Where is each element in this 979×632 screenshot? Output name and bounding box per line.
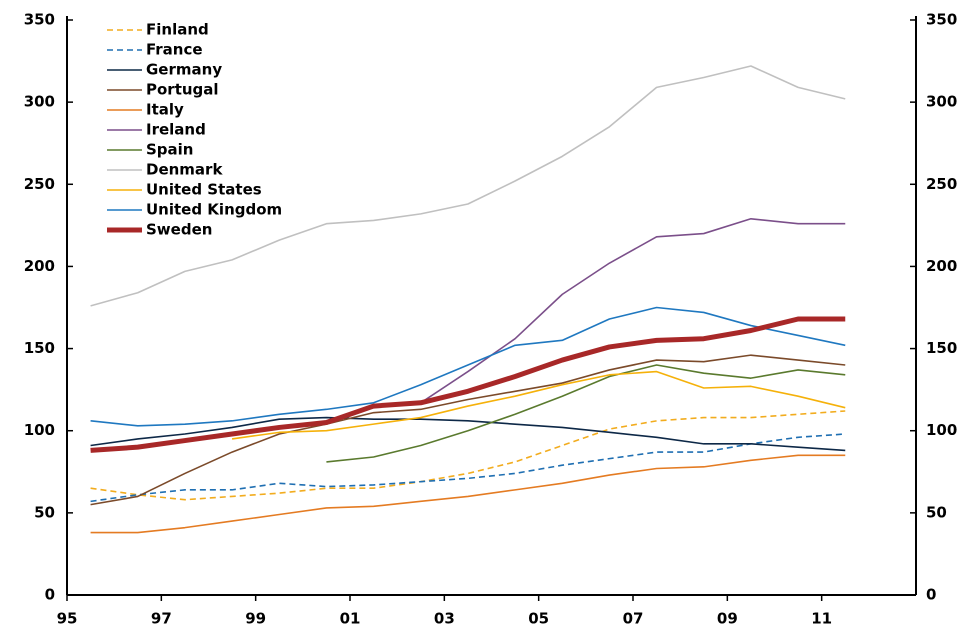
series-line [90, 433, 846, 503]
y-tick-label: 250 [24, 175, 55, 193]
series-line [326, 364, 846, 463]
y2-tick-label: 100 [926, 421, 957, 439]
y-tick-label: 50 [34, 503, 55, 521]
series-line [90, 306, 846, 427]
y2-tick-label: 250 [926, 175, 957, 193]
x-tick-label: 03 [434, 610, 455, 628]
series-line [90, 410, 846, 501]
legend-label: Portugal [146, 81, 219, 99]
y-tick-label: 200 [24, 257, 55, 275]
y2-tick-label: 50 [926, 503, 947, 521]
y2-tick-label: 200 [926, 257, 957, 275]
y-tick-label: 100 [24, 421, 55, 439]
x-tick-label: 05 [528, 610, 549, 628]
x-tick-label: 97 [151, 610, 172, 628]
x-tick-label: 07 [623, 610, 644, 628]
series-line [90, 316, 846, 453]
legend-label: Italy [146, 101, 184, 119]
legend-label: Sweden [146, 221, 212, 239]
series-line [420, 217, 846, 404]
legend-label: France [146, 41, 203, 59]
x-tick-label: 09 [717, 610, 738, 628]
x-tick-label: 95 [57, 610, 78, 628]
x-tick-label: 11 [811, 610, 832, 628]
legend-label: Spain [146, 141, 193, 159]
y-tick-label: 0 [45, 586, 55, 604]
y2-tick-label: 150 [926, 339, 957, 357]
y2-tick-label: 300 [926, 93, 957, 111]
legend-label: Denmark [146, 161, 223, 179]
y-tick-label: 350 [24, 11, 55, 29]
legend-label: United Kingdom [146, 201, 282, 219]
legend-label: Ireland [146, 121, 206, 139]
x-tick-label: 99 [245, 610, 266, 628]
legend-label: Finland [146, 21, 209, 39]
x-tick-label: 01 [340, 610, 361, 628]
y2-tick-label: 350 [926, 11, 957, 29]
series-line [231, 370, 846, 440]
series-line [90, 454, 846, 534]
series-line [90, 416, 846, 452]
y-tick-label: 150 [24, 339, 55, 357]
series-line [90, 354, 846, 506]
legend-label: Germany [146, 61, 222, 79]
legend-label: United States [146, 181, 262, 199]
y-tick-label: 300 [24, 93, 55, 111]
series-line [90, 65, 846, 307]
y2-tick-label: 0 [926, 586, 936, 604]
